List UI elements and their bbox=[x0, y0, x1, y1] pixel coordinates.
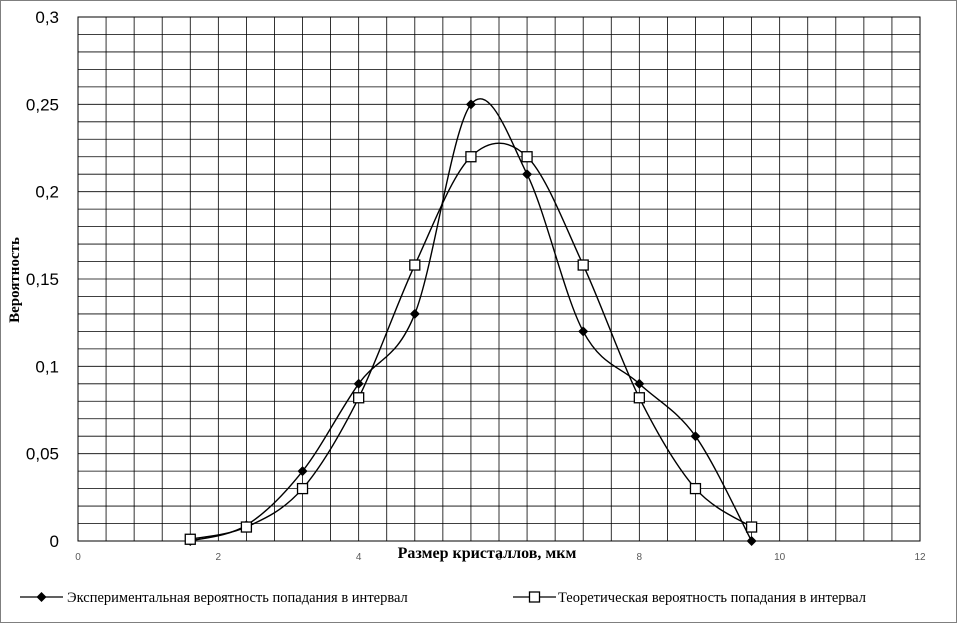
y-tick-label: 0,05 bbox=[26, 445, 59, 464]
plot-area bbox=[77, 16, 921, 542]
data-point-experimental bbox=[578, 326, 589, 337]
plot-border bbox=[77, 16, 921, 542]
legend-square-marker bbox=[528, 591, 541, 603]
y-tick-label: 0,3 bbox=[35, 8, 59, 27]
data-point-theoretical bbox=[521, 151, 533, 163]
x-tick-label: 12 bbox=[914, 552, 926, 563]
data-point-theoretical bbox=[633, 392, 645, 404]
x-tick-labels: 0 2 4 6 8 10 12 bbox=[75, 552, 926, 563]
y-tick-label: 0,15 bbox=[26, 270, 59, 289]
x-tick-label: 2 bbox=[216, 552, 222, 563]
data-point-experimental bbox=[465, 99, 476, 110]
data-point-experimental bbox=[297, 466, 308, 477]
data-point-theoretical bbox=[296, 482, 309, 495]
x-tick-label: 4 bbox=[356, 552, 362, 563]
data-point-theoretical bbox=[689, 482, 702, 495]
x-tick-label: 10 bbox=[774, 552, 786, 563]
y-tick-label: 0,25 bbox=[26, 95, 59, 114]
data-point-experimental bbox=[690, 431, 701, 442]
data-point-experimental bbox=[409, 308, 420, 319]
y-tick-labels: 0 0,05 0,1 0,15 0,2 0,25 0,3 bbox=[26, 8, 59, 551]
x-axis-label: Размер кристаллов, мкм bbox=[398, 545, 577, 562]
data-point-theoretical bbox=[577, 259, 589, 271]
legend-label-experimental: Экспериментальная вероятность попадания … bbox=[67, 590, 408, 606]
data-point-theoretical bbox=[409, 259, 421, 271]
data-point-experimental bbox=[746, 536, 757, 546]
data-point-theoretical bbox=[465, 151, 477, 163]
data-point-experimental bbox=[353, 378, 364, 389]
x-tick-label: 6 bbox=[496, 552, 502, 563]
x-tick-label: 0 bbox=[75, 552, 81, 563]
grid bbox=[78, 17, 920, 541]
data-point-theoretical bbox=[240, 521, 253, 533]
data-point-experimental bbox=[634, 378, 645, 389]
legend-item-theoretical: Теоретическая вероятность попадания в ин… bbox=[513, 590, 866, 606]
legend-label-theoretical: Теоретическая вероятность попадания в ин… bbox=[558, 590, 866, 606]
y-tick-label: 0 bbox=[50, 532, 59, 551]
x-tick-label: 8 bbox=[637, 552, 643, 563]
y-axis-label: Вероятность bbox=[7, 237, 23, 323]
series-markers bbox=[184, 99, 758, 546]
data-point-theoretical bbox=[184, 533, 196, 545]
y-tick-label: 0,1 bbox=[35, 357, 59, 376]
y-tick-label: 0,2 bbox=[35, 183, 59, 202]
data-point-experimental bbox=[522, 169, 533, 180]
legend: Экспериментальная вероятность попадания … bbox=[20, 590, 866, 606]
data-point-theoretical bbox=[353, 392, 365, 404]
legend-item-experimental: Экспериментальная вероятность попадания … bbox=[20, 590, 408, 606]
legend-diamond-marker bbox=[36, 592, 47, 602]
data-point-theoretical bbox=[745, 521, 758, 533]
